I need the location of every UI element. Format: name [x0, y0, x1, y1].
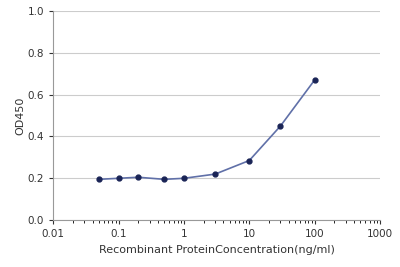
X-axis label: Recombinant ProteinConcentration(ng/ml): Recombinant ProteinConcentration(ng/ml) [99, 245, 334, 255]
Y-axis label: OD450: OD450 [15, 96, 25, 135]
